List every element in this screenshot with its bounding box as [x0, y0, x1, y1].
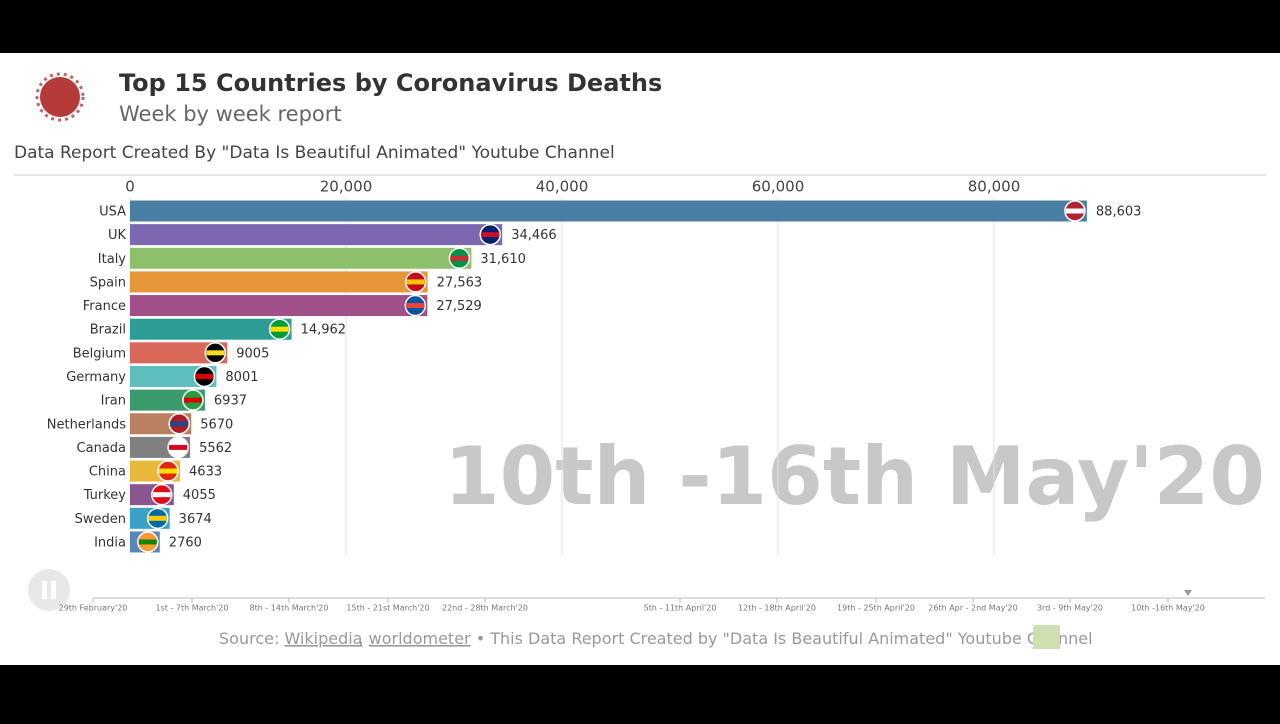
x-tick-label: 80,000: [968, 178, 1021, 196]
flag-stripe: [183, 397, 202, 403]
channel-logo: [1033, 625, 1060, 649]
timeline-label: 3rd - 9th May'20: [1037, 604, 1103, 613]
x-tick-label: 40,000: [536, 178, 589, 196]
flag-stripe: [406, 279, 425, 285]
y-tick-label: Netherlands: [47, 417, 126, 432]
source: Source: Wikipedia, worldometer • This Da…: [219, 629, 1093, 648]
flag-stripe: [1065, 208, 1084, 214]
x-tick-label: 0: [125, 178, 135, 196]
y-tick-label: France: [83, 299, 126, 314]
chart-subtitle: Week by week report: [119, 102, 342, 126]
value-label: 5670: [200, 417, 233, 432]
value-label: 14,962: [301, 323, 347, 338]
flag-stripe: [170, 421, 189, 427]
timeline-label: 15th - 21st March'20: [346, 604, 429, 613]
flag-stripe: [195, 373, 214, 379]
source-sep: ,: [358, 629, 363, 648]
virus-icon: [35, 72, 85, 122]
period-label: 10th -16th May'20: [444, 430, 1265, 523]
timeline-label: 8th - 14th March'20: [250, 604, 329, 613]
x-tick-label: 20,000: [320, 178, 373, 196]
timeline-label: 12th - 18th April'20: [738, 604, 816, 613]
flag-stripe: [481, 232, 500, 238]
value-label: 27,529: [436, 299, 482, 314]
bar: [130, 342, 228, 364]
y-tick-label: UK: [108, 228, 127, 243]
value-label: 34,466: [511, 228, 557, 243]
flag-stripe: [148, 515, 167, 521]
y-tick-label: Spain: [90, 275, 126, 290]
timeline-label: 26th Apr - 2nd May'20: [928, 604, 1017, 613]
bar: [130, 365, 217, 387]
y-tick-label: Sweden: [75, 512, 126, 527]
flag-stripe: [270, 326, 289, 332]
bar: [130, 318, 292, 340]
flag-stripe: [169, 444, 188, 450]
bar: [130, 247, 472, 269]
timeline-label: 22nd - 28th March'20: [442, 604, 528, 613]
timeline-marker[interactable]: [1184, 590, 1192, 596]
pause-button[interactable]: [28, 569, 70, 611]
bar: [130, 271, 428, 293]
value-label: 27,563: [437, 275, 483, 290]
y-tick-label: Brazil: [90, 323, 126, 338]
value-label: 6937: [214, 394, 247, 409]
timeline-label: 1st - 7th March'20: [156, 604, 229, 613]
bar: [130, 224, 503, 246]
y-tick-label: China: [89, 465, 126, 480]
flag-stripe: [152, 492, 171, 498]
value-label: 8001: [225, 370, 258, 385]
timeline-label: 19th - 25th April'20: [837, 604, 915, 613]
value-label: 88,603: [1096, 205, 1142, 220]
flag-stripe: [206, 350, 225, 356]
timeline-label: 29th February'20: [59, 604, 128, 613]
chart-title: Top 15 Countries by Coronavirus Deaths: [119, 69, 662, 97]
y-tick-label: Canada: [77, 441, 126, 456]
y-tick-label: Turkey: [83, 488, 127, 503]
value-label: 5562: [199, 441, 232, 456]
source-prefix: Source:: [219, 629, 279, 648]
y-tick-label: Belgium: [73, 346, 126, 361]
source-link[interactable]: worldometer: [369, 629, 471, 648]
flag-stripe: [138, 539, 157, 545]
y-tick-label: USA: [99, 205, 126, 220]
value-label: 31,610: [480, 252, 526, 267]
bar: [130, 295, 428, 317]
y-tick-label: India: [94, 535, 126, 550]
timeline-label: 5th - 11th April'20: [644, 604, 717, 613]
credit: Data Report Created By "Data Is Beautifu…: [14, 143, 615, 163]
timeline-label: 10th -16th May'20: [1131, 604, 1205, 613]
y-tick-label: Iran: [101, 394, 126, 409]
value-label: 2760: [169, 535, 202, 550]
flag-stripe: [159, 468, 178, 474]
value-label: 4633: [189, 465, 222, 480]
flag-stripe: [450, 255, 469, 261]
source-link[interactable]: Wikipedia: [284, 629, 362, 648]
value-label: 4055: [183, 488, 216, 503]
value-label: 9005: [236, 346, 269, 361]
source-rest: • This Data Report Created by "Data Is B…: [476, 629, 1093, 648]
x-tick-label: 60,000: [752, 178, 805, 196]
flag-stripe: [406, 303, 425, 309]
bar: [130, 200, 1087, 222]
y-tick-label: Italy: [98, 252, 127, 267]
value-label: 3674: [179, 512, 212, 527]
y-tick-label: Germany: [66, 370, 126, 385]
